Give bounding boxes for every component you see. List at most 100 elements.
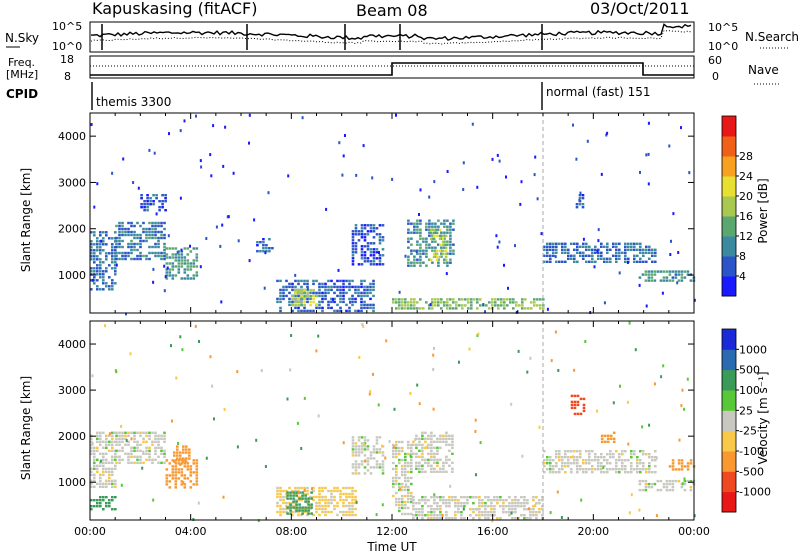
- heatmap-cell: [336, 486, 339, 490]
- power_panel-frame: [89, 112, 695, 314]
- heatmap-cell: [445, 461, 448, 464]
- heatmap-cell: [232, 171, 235, 175]
- heatmap-cell: [339, 489, 342, 493]
- heatmap-cell: [416, 252, 419, 255]
- heatmap-cell: [366, 257, 370, 260]
- heatmap-cell: [452, 249, 455, 252]
- heatmap-cell: [532, 508, 535, 511]
- heatmap-cell: [639, 468, 642, 471]
- heatmap-cell: [445, 455, 448, 458]
- heatmap-cell: [342, 441, 345, 445]
- heatmap-cell: [448, 458, 451, 461]
- heatmap-cell: [425, 237, 428, 240]
- heatmap-cell: [395, 446, 398, 450]
- heatmap-cell: [410, 261, 413, 264]
- heatmap-cell: [372, 445, 376, 448]
- heatmap-cell: [174, 465, 178, 468]
- colorbar-swatch: [722, 236, 736, 257]
- heatmap-cell: [647, 152, 650, 156]
- heatmap-cell: [318, 501, 321, 505]
- heatmap-cell: [133, 245, 136, 249]
- heatmap-cell: [160, 224, 163, 228]
- heatmap-cell: [597, 462, 600, 465]
- heatmap-cell: [357, 230, 361, 233]
- heatmap-cell: [653, 270, 657, 273]
- heatmap-cell: [413, 301, 416, 304]
- heatmap-cell: [154, 251, 157, 255]
- heatmap-cell: [115, 434, 118, 437]
- heatmap-cell: [139, 251, 142, 255]
- heatmap-cell: [195, 114, 197, 118]
- heatmap-cell: [192, 259, 196, 262]
- heatmap-cell: [502, 502, 505, 505]
- heatmap-cell: [279, 309, 282, 313]
- heatmap-cell: [395, 497, 398, 501]
- heatmap-cell: [433, 440, 436, 443]
- heatmap-cell: [345, 492, 348, 496]
- heatmap-cell: [294, 294, 297, 298]
- heatmap-cell: [210, 174, 213, 178]
- heatmap-cell: [381, 451, 385, 454]
- heatmap-cell: [306, 300, 309, 304]
- heatmap-cell: [418, 461, 421, 464]
- heatmap-cell: [461, 307, 464, 310]
- heatmap-cell: [372, 372, 374, 376]
- heatmap-cell: [588, 462, 591, 465]
- heatmap-cell: [363, 443, 365, 446]
- heatmap-cell: [439, 499, 442, 502]
- heatmap-cell: [93, 258, 96, 261]
- heatmap-cell: [157, 242, 160, 246]
- heatmap-cell: [439, 437, 442, 440]
- heatmap-cell: [429, 237, 433, 241]
- heatmap-cell: [585, 459, 588, 462]
- heatmap-cell: [366, 463, 370, 466]
- heatmap-cell: [170, 344, 172, 348]
- heatmap-cell: [493, 514, 496, 517]
- heatmap-cell: [145, 452, 148, 455]
- heatmap-cell: [148, 227, 151, 231]
- heatmap-cell: [499, 505, 502, 508]
- heatmap-cell: [524, 298, 527, 301]
- heatmap-cell: [165, 247, 169, 250]
- heatmap-cell: [108, 470, 111, 473]
- heatmap-cell: [139, 257, 142, 261]
- heatmap-cell: [180, 259, 184, 262]
- heatmap-cell: [90, 267, 93, 270]
- heatmap-cell: [567, 257, 570, 260]
- heatmap-cell: [90, 470, 93, 473]
- heatmap-cell: [102, 496, 105, 499]
- y-tick-label: 2000: [58, 223, 86, 236]
- heatmap-cell: [366, 448, 370, 451]
- heatmap-cell: [543, 450, 546, 453]
- heatmap-cell: [603, 434, 607, 437]
- heatmap-cell: [428, 258, 431, 261]
- heatmap-cell: [154, 227, 157, 231]
- heatmap-cell: [536, 197, 539, 201]
- heatmap-cell: [348, 297, 351, 301]
- heatmap-cell: [262, 238, 265, 241]
- heatmap-cell: [165, 253, 169, 256]
- heatmap-cell: [160, 230, 163, 234]
- heatmap-cell: [647, 273, 651, 276]
- heatmap-cell: [354, 442, 358, 445]
- heatmap-cell: [530, 301, 533, 304]
- heatmap-cell: [683, 407, 686, 411]
- heatmap-cell: [615, 254, 618, 257]
- heatmap-cell: [418, 402, 421, 406]
- heatmap-cell: [351, 294, 354, 298]
- heatmap-cell: [96, 255, 99, 258]
- heatmap-cell: [115, 440, 118, 443]
- heatmap-cell: [151, 461, 154, 464]
- heatmap-cell: [655, 456, 658, 460]
- heatmap-cell: [633, 245, 636, 248]
- heatmap-cell: [115, 437, 118, 440]
- heatmap-cell: [576, 456, 579, 459]
- heatmap-cell: [99, 249, 102, 252]
- heatmap-cell: [674, 273, 678, 276]
- heatmap-cell: [303, 306, 306, 310]
- heatmap-cell: [636, 242, 639, 245]
- heatmap-cell: [429, 258, 433, 262]
- velocity-colorbar-label: Velocity [m s⁻¹]: [756, 371, 770, 464]
- heatmap-cell: [437, 298, 440, 301]
